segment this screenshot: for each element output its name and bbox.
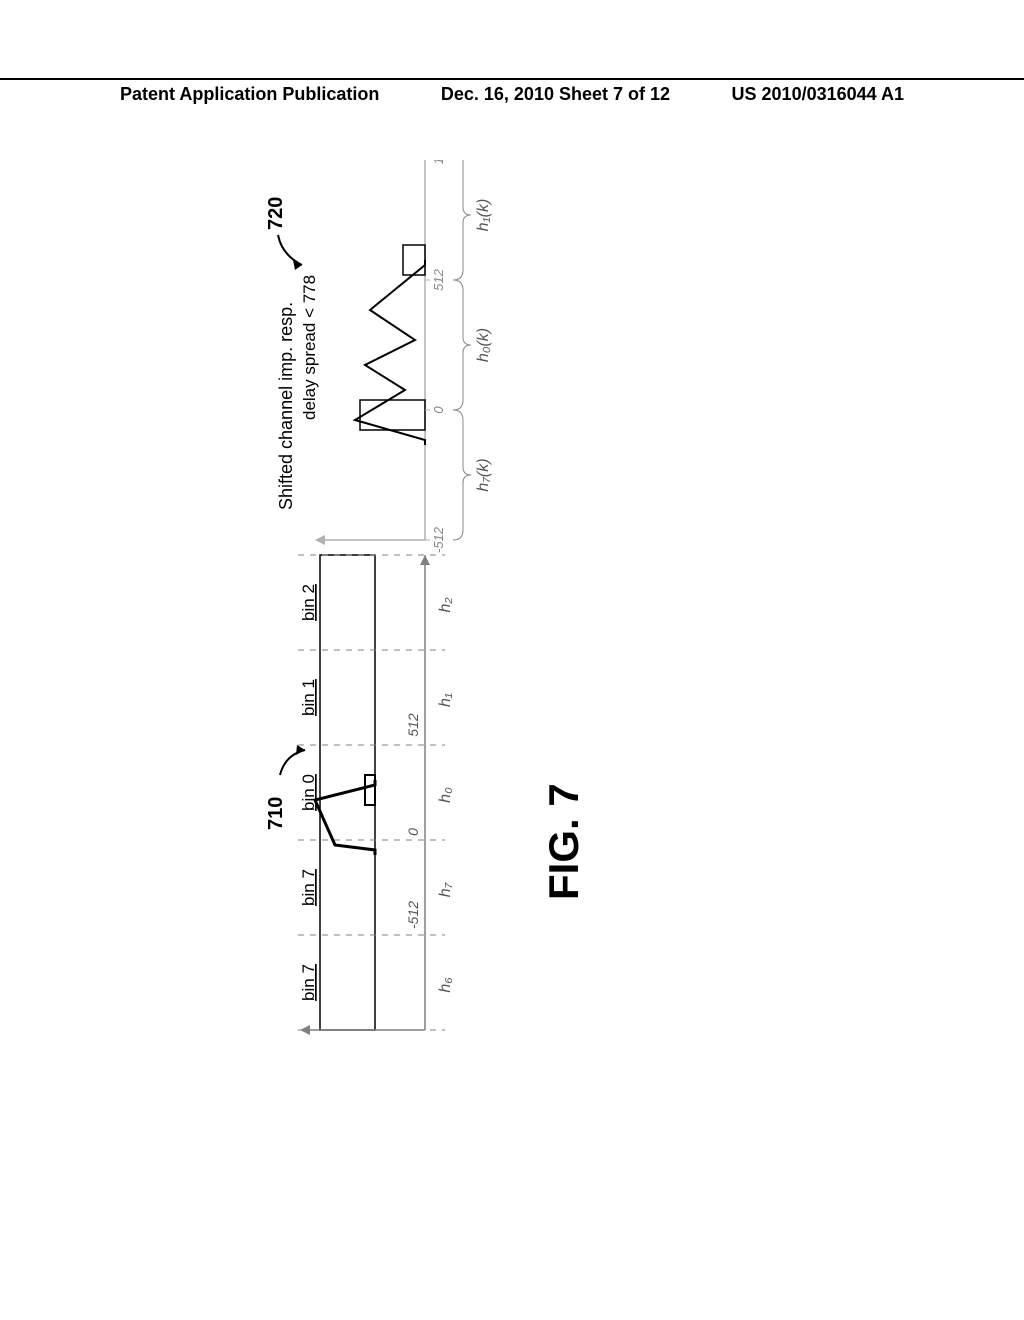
- svg-text:0: 0: [431, 406, 446, 414]
- bin-label: bin 0: [299, 774, 318, 811]
- svg-text:512: 512: [431, 268, 446, 290]
- svg-text:-512: -512: [431, 526, 446, 553]
- svg-text:h₁(k): h₁(k): [475, 199, 492, 232]
- bins-row-710: bin 7 bin 7 bin 0 bin 1 bin 2: [298, 555, 445, 1030]
- bin-label: bin 1: [299, 679, 318, 716]
- impulse-710: [315, 775, 375, 855]
- svg-text:-512: -512: [405, 901, 421, 929]
- title-720: Shifted channel imp. resp.: [276, 302, 296, 510]
- svg-text:h₇(k): h₇(k): [475, 458, 492, 491]
- svg-text:0: 0: [405, 828, 421, 836]
- svg-text:h₇: h₇: [437, 881, 454, 897]
- svg-text:h₂: h₂: [437, 598, 454, 613]
- svg-text:h₀: h₀: [437, 787, 454, 803]
- page-header: Patent Application Publication Dec. 16, …: [0, 78, 1024, 108]
- header-left: Patent Application Publication: [120, 80, 379, 108]
- bin-label: bin 7: [299, 869, 318, 906]
- figure-label: FIG. 7: [540, 783, 588, 900]
- impulse-720: [355, 245, 425, 445]
- ref-720-callout: 720: [265, 197, 302, 270]
- ref-720-text: 720: [265, 197, 287, 230]
- h-braces-720: h₇(k) h₀(k) h₁(k): [453, 160, 492, 540]
- bin-label: bin 7: [299, 964, 318, 1001]
- svg-text:1024: 1024: [431, 160, 446, 164]
- svg-text:h₆: h₆: [437, 977, 454, 993]
- axis-ticks-720: -512 0 512 1024: [425, 160, 446, 553]
- header-right: US 2010/0316044 A1: [732, 80, 904, 108]
- header-center: Dec. 16, 2010 Sheet 7 of 12: [441, 80, 670, 108]
- ref-710-text: 710: [265, 797, 287, 830]
- figure-7-container: 710 bin 7 bin 7 bin 0 bin 1 bin 2 -512 0 512 h…: [260, 160, 630, 1060]
- svg-text:h₀(k): h₀(k): [475, 328, 492, 362]
- svg-text:h₁: h₁: [437, 693, 454, 707]
- subtitle-720: delay spread < 778: [300, 275, 319, 420]
- bin-label: bin 2: [299, 584, 318, 621]
- h-labels-710: h₆ h₇ h₀ h₁ h₂: [437, 598, 454, 993]
- svg-text:512: 512: [405, 713, 421, 737]
- figure-7-svg: 710 bin 7 bin 7 bin 0 bin 1 bin 2 -512 0 512 h…: [260, 160, 630, 1060]
